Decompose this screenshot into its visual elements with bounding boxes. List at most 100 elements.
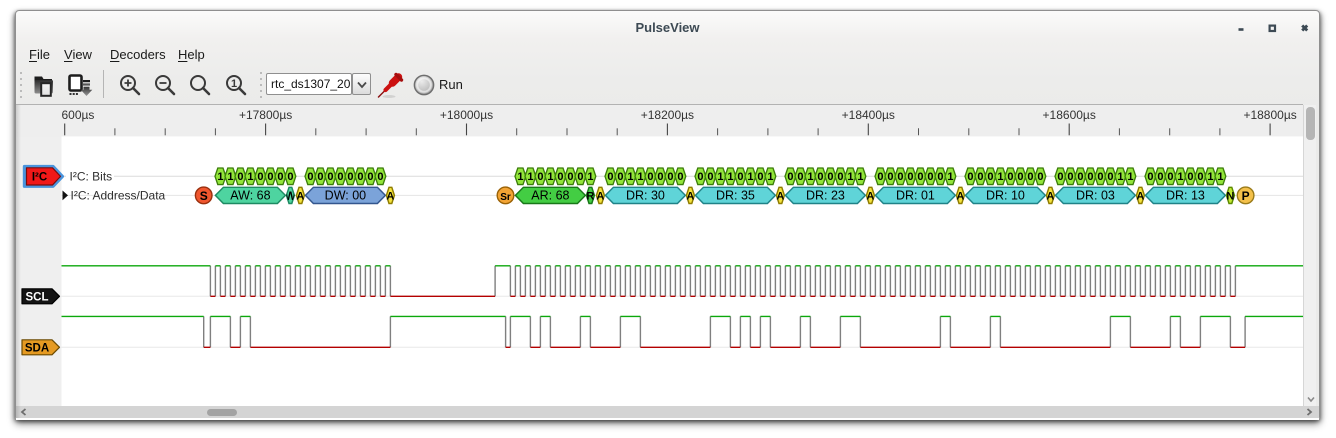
- svg-text:0: 0: [917, 171, 923, 183]
- svg-text:A: A: [1136, 191, 1144, 203]
- svg-text:0: 0: [607, 171, 613, 183]
- svg-text:1: 1: [247, 171, 253, 183]
- svg-text:AR: 68: AR: 68: [531, 189, 569, 203]
- svg-text:0: 0: [367, 171, 373, 183]
- svg-text:1: 1: [747, 171, 753, 183]
- svg-text:0: 0: [677, 171, 683, 183]
- svg-text:0: 0: [267, 171, 273, 183]
- svg-text:1: 1: [587, 171, 593, 183]
- svg-text:W: W: [285, 189, 297, 203]
- svg-text:1: 1: [727, 171, 733, 183]
- svg-text:DR: 10: DR: 10: [986, 189, 1025, 203]
- svg-text:0: 0: [307, 171, 313, 183]
- svg-text:0: 0: [667, 171, 673, 183]
- svg-text:DR: 35: DR: 35: [716, 189, 755, 203]
- svg-text:1: 1: [227, 171, 233, 183]
- svg-text:0: 0: [787, 171, 793, 183]
- svg-text:A: A: [296, 191, 304, 203]
- svg-text:0: 0: [817, 171, 823, 183]
- svg-text:1: 1: [847, 171, 853, 183]
- svg-text:0: 0: [347, 171, 353, 183]
- svg-text:0: 0: [557, 171, 563, 183]
- svg-text:1: 1: [767, 171, 773, 183]
- svg-text:0: 0: [1057, 171, 1063, 183]
- svg-text:0: 0: [1197, 171, 1203, 183]
- svg-text:+18000µs: +18000µs: [440, 108, 493, 122]
- svg-text:1: 1: [947, 171, 953, 183]
- svg-text:0: 0: [1087, 171, 1093, 183]
- svg-text:0: 0: [237, 171, 243, 183]
- svg-text:1: 1: [517, 171, 523, 183]
- svg-text:0: 0: [357, 171, 363, 183]
- svg-text:A: A: [866, 191, 874, 203]
- svg-text:0: 0: [317, 171, 323, 183]
- svg-text:0: 0: [1157, 171, 1163, 183]
- svg-text:0: 0: [647, 171, 653, 183]
- svg-text:DR: 23: DR: 23: [806, 189, 845, 203]
- svg-text:1: 1: [217, 171, 223, 183]
- svg-text:SCL: SCL: [26, 292, 49, 304]
- svg-text:0: 0: [977, 171, 983, 183]
- svg-text:1: 1: [527, 171, 533, 183]
- svg-text:0: 0: [1167, 171, 1173, 183]
- svg-text:N: N: [1226, 191, 1234, 203]
- svg-text:0: 0: [577, 171, 583, 183]
- svg-text:600µs: 600µs: [62, 108, 95, 122]
- svg-text:+18400µs: +18400µs: [842, 108, 895, 122]
- svg-text:0: 0: [927, 171, 933, 183]
- svg-text:I²C: Address/Data: I²C: Address/Data: [71, 189, 166, 203]
- svg-text:0: 0: [707, 171, 713, 183]
- svg-text:0: 0: [1067, 171, 1073, 183]
- svg-text:+18200µs: +18200µs: [641, 108, 694, 122]
- svg-text:SDA: SDA: [25, 343, 49, 355]
- svg-text:I²C: Bits: I²C: Bits: [70, 169, 113, 183]
- svg-text:1: 1: [1217, 171, 1223, 183]
- svg-text:Sr: Sr: [500, 192, 511, 203]
- svg-text:0: 0: [1107, 171, 1113, 183]
- svg-text:A: A: [956, 191, 964, 203]
- svg-text:0: 0: [1097, 171, 1103, 183]
- svg-text:1: 1: [717, 171, 723, 183]
- svg-text:0: 0: [327, 171, 333, 183]
- svg-text:0: 0: [697, 171, 703, 183]
- svg-text:0: 0: [1007, 171, 1013, 183]
- svg-text:+18600µs: +18600µs: [1043, 108, 1096, 122]
- svg-text:DW: 00: DW: 00: [325, 189, 366, 203]
- svg-text:0: 0: [1027, 171, 1033, 183]
- svg-text:0: 0: [837, 171, 843, 183]
- svg-text:0: 0: [1077, 171, 1083, 183]
- svg-text:+17800µs: +17800µs: [239, 108, 292, 122]
- svg-text:0: 0: [617, 171, 623, 183]
- svg-text:I²C: I²C: [32, 172, 47, 184]
- svg-text:0: 0: [1017, 171, 1023, 183]
- svg-text:S: S: [200, 189, 208, 203]
- svg-text:0: 0: [1037, 171, 1043, 183]
- svg-text:DR: 30: DR: 30: [626, 189, 665, 203]
- svg-text:0: 0: [887, 171, 893, 183]
- svg-text:A: A: [1046, 191, 1054, 203]
- svg-text:+18800µs: +18800µs: [1243, 108, 1296, 122]
- svg-text:0: 0: [907, 171, 913, 183]
- svg-text:0: 0: [757, 171, 763, 183]
- svg-text:1: 1: [997, 171, 1003, 183]
- svg-text:0: 0: [987, 171, 993, 183]
- svg-text:0: 0: [1147, 171, 1153, 183]
- svg-text:A: A: [596, 191, 604, 203]
- svg-text:1: 1: [807, 171, 813, 183]
- svg-text:AW: 68: AW: 68: [230, 189, 270, 203]
- svg-text:0: 0: [567, 171, 573, 183]
- svg-text:1: 1: [857, 171, 863, 183]
- svg-text:1: 1: [1127, 171, 1133, 183]
- svg-text:DR: 01: DR: 01: [896, 189, 935, 203]
- svg-text:R: R: [586, 191, 594, 203]
- svg-text:A: A: [776, 191, 784, 203]
- svg-text:0: 0: [967, 171, 973, 183]
- svg-text:1: 1: [637, 171, 643, 183]
- svg-text:DR: 13: DR: 13: [1166, 189, 1205, 203]
- svg-text:0: 0: [277, 171, 283, 183]
- svg-text:1: 1: [547, 171, 553, 183]
- svg-text:0: 0: [337, 171, 343, 183]
- svg-text:0: 0: [737, 171, 743, 183]
- svg-text:0: 0: [797, 171, 803, 183]
- svg-text:1: 1: [627, 171, 633, 183]
